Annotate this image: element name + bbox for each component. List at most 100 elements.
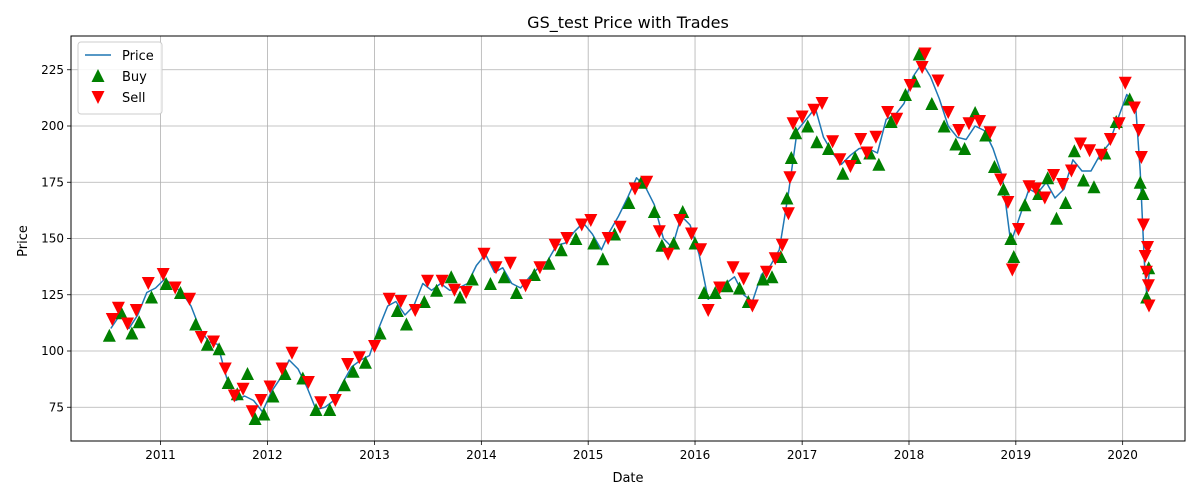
- sell-marker: [903, 79, 917, 92]
- buy-marker: [836, 166, 850, 180]
- sell-marker: [628, 182, 642, 196]
- grid-lines: [71, 36, 1185, 441]
- buy-marker: [323, 403, 337, 416]
- buy-marker: [949, 137, 963, 151]
- buy-marker: [708, 286, 722, 299]
- sell-marker: [1141, 279, 1155, 293]
- buy-marker: [937, 119, 951, 133]
- buy-marker: [257, 407, 271, 421]
- buy-marker: [358, 355, 372, 369]
- x-tick-label: 2018: [894, 448, 925, 462]
- buy-marker: [979, 128, 993, 142]
- sell-marker: [301, 376, 315, 389]
- buy-marker: [622, 196, 636, 209]
- sell-marker: [833, 153, 847, 167]
- buy-marker: [212, 342, 226, 356]
- buy-marker: [667, 236, 681, 250]
- sell-marker: [120, 317, 134, 331]
- buy-marker: [784, 151, 798, 164]
- sell-marker: [1001, 196, 1015, 209]
- buy-marker: [647, 205, 661, 218]
- sell-marker: [1005, 263, 1019, 277]
- sell-marker: [341, 358, 355, 371]
- buy-marker: [1136, 187, 1150, 200]
- buy-marker: [912, 47, 926, 61]
- sell-marker: [1138, 250, 1152, 263]
- sell-marker: [952, 124, 966, 137]
- buy-marker: [1018, 198, 1032, 212]
- legend: Price Buy Sell: [77, 41, 163, 115]
- y-axis-label: Price: [16, 225, 31, 257]
- legend-sell-marker: [91, 91, 105, 104]
- sell-marker: [111, 301, 125, 315]
- buy-marker: [527, 268, 541, 281]
- sell-marker: [726, 261, 740, 275]
- buy-marker: [587, 236, 601, 250]
- y-tick-label: 225: [41, 63, 64, 77]
- x-tick-label: 2013: [359, 448, 390, 462]
- sell-marker: [652, 225, 666, 239]
- buy-marker: [497, 270, 511, 284]
- buy-marker: [159, 277, 173, 290]
- buy-marker: [144, 290, 158, 304]
- sell-marker: [694, 243, 708, 257]
- sell-marker: [1064, 164, 1078, 178]
- y-tick-label: 200: [41, 119, 64, 133]
- buy-marker: [997, 182, 1011, 196]
- buy-marker: [596, 252, 610, 266]
- sell-marker: [781, 207, 795, 221]
- buy-marker: [173, 286, 187, 299]
- sell-marker: [382, 292, 396, 306]
- buy-marker: [780, 191, 794, 205]
- sell-marker: [601, 232, 615, 245]
- sell-marker: [713, 281, 727, 295]
- sell-marker: [918, 47, 932, 61]
- sell-marker: [352, 351, 366, 365]
- sell-marker: [584, 214, 598, 227]
- sell-marker: [533, 261, 547, 275]
- legend-price-label: Price: [122, 49, 154, 64]
- buy-marker: [132, 315, 146, 329]
- buy-marker: [1004, 232, 1018, 245]
- y-tick-label: 75: [49, 400, 64, 414]
- x-axis-ticks: 2011 2012 2013 2014 2015 2016 2017 2018 2019 2020: [145, 441, 1138, 462]
- sell-marker: [141, 277, 155, 290]
- sell-marker: [786, 117, 800, 131]
- y-tick-label: 175: [41, 175, 64, 189]
- buy-marker: [925, 97, 939, 110]
- sell-marker: [477, 247, 491, 261]
- sell-marker: [795, 110, 809, 124]
- sell-marker: [685, 227, 699, 241]
- sell-marker: [489, 261, 503, 275]
- buy-marker: [240, 367, 254, 380]
- sell-marker: [843, 160, 857, 173]
- buy-marker: [221, 376, 235, 389]
- x-tick-label: 2015: [573, 448, 604, 462]
- buy-marker: [810, 135, 824, 149]
- sell-marker: [1029, 182, 1043, 196]
- buy-marker: [337, 378, 351, 392]
- sell-marker: [881, 106, 895, 119]
- sell-marker: [1132, 124, 1146, 137]
- sell-marker: [245, 405, 259, 419]
- sell-marker: [1083, 144, 1097, 158]
- sell-marker: [314, 396, 328, 410]
- buy-marker: [189, 317, 203, 331]
- sell-marker: [548, 238, 562, 252]
- sell-marker: [575, 218, 589, 232]
- buy-marker: [542, 256, 556, 270]
- sell-marker: [218, 362, 232, 376]
- sell-marker: [613, 220, 627, 234]
- sell-marker: [254, 394, 268, 407]
- sell-marker: [328, 394, 342, 407]
- buy-marker: [309, 403, 323, 416]
- sell-marker: [807, 103, 821, 117]
- y-tick-label: 125: [41, 288, 64, 302]
- buy-marker: [114, 306, 128, 320]
- sell-marker: [1038, 191, 1052, 205]
- sell-marker: [1074, 137, 1088, 151]
- buy-marker: [1067, 144, 1081, 158]
- buy-marker: [884, 115, 898, 128]
- sell-marker: [227, 389, 241, 403]
